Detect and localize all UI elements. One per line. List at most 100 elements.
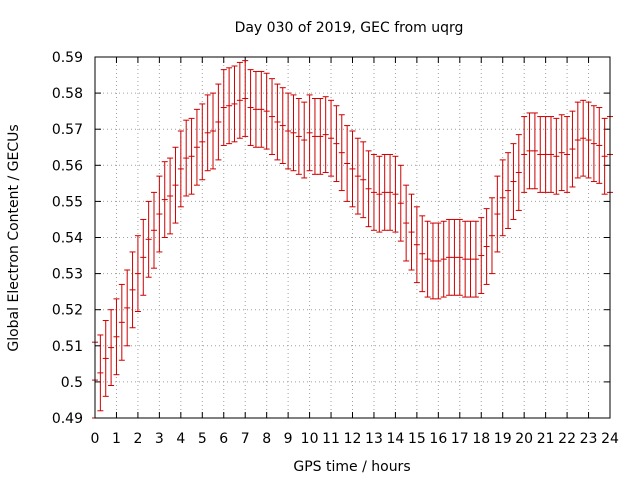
error-bar-point [440, 220, 447, 298]
error-bar-point [531, 112, 538, 190]
error-bar-point [274, 83, 281, 161]
error-bar-point [510, 143, 517, 220]
y-tick-label: 0.56 [52, 158, 83, 174]
error-bar-point [456, 218, 463, 296]
error-bar-point [306, 94, 313, 172]
error-bar-point [290, 94, 297, 172]
error-bar-point [102, 320, 109, 397]
x-tick-label: 14 [387, 431, 405, 447]
error-bar-point [140, 218, 147, 296]
data-layer [92, 60, 613, 419]
error-bar-point [145, 200, 152, 278]
error-bar-point [505, 152, 512, 229]
x-tick-label: 12 [344, 431, 362, 447]
error-bar-point [472, 220, 479, 298]
error-bar-point [344, 125, 351, 202]
error-bar-point [564, 116, 571, 193]
x-tick-label: 2 [133, 431, 142, 447]
error-bar-point [494, 175, 501, 253]
error-bar-point [161, 161, 168, 238]
x-tick-label: 17 [451, 431, 469, 447]
error-bar-point [279, 87, 286, 164]
y-tick-label: 0.5 [61, 375, 83, 391]
x-tick-label: 4 [176, 431, 185, 447]
error-bar-point [108, 309, 115, 387]
error-bar-point [488, 197, 495, 275]
error-bar-point [537, 116, 544, 193]
error-bar-point [134, 235, 141, 313]
error-bar-point [258, 70, 265, 148]
error-bar-point [172, 146, 179, 224]
error-bar-point [199, 103, 206, 181]
error-bar-point [397, 164, 404, 242]
error-bar-point [542, 116, 549, 193]
error-bar-point [365, 150, 372, 228]
x-tick-label: 9 [284, 431, 293, 447]
x-tick-label: 13 [365, 431, 383, 447]
error-bar-point [167, 157, 174, 235]
error-bar-point [381, 153, 388, 231]
error-bar-point [585, 101, 592, 179]
error-bar-point [596, 107, 603, 184]
error-bar-point [451, 218, 458, 296]
x-tick-label: 22 [558, 431, 576, 447]
x-tick-label: 11 [322, 431, 340, 447]
y-tick-label: 0.49 [52, 411, 83, 427]
error-bar-point [499, 159, 506, 237]
error-bar-point [210, 92, 217, 170]
error-bar-point [295, 98, 302, 175]
error-bar-point [574, 101, 581, 179]
error-bar-point [333, 105, 340, 183]
error-bar-point [370, 153, 377, 231]
error-bar-point [349, 130, 356, 208]
error-bar-point [446, 218, 453, 296]
error-bar-point [590, 105, 597, 183]
error-bar-point [263, 72, 270, 150]
x-tick-label: 1 [112, 431, 121, 447]
error-bar-point [547, 116, 554, 193]
x-tick-label: 3 [155, 431, 164, 447]
error-bar-point [569, 110, 576, 188]
error-bar-point [236, 61, 243, 139]
x-tick-label: 19 [494, 431, 512, 447]
error-bar-point [429, 222, 436, 300]
y-tick-label: 0.55 [52, 194, 83, 210]
error-bar-point [188, 117, 195, 195]
error-bar-point [151, 191, 158, 269]
series-gec [92, 60, 613, 419]
error-bar-point [408, 193, 415, 271]
label-layer: 0 1 2 3 4 5 6 7 8 9 10 11 12 13 14 15 16 17 18 19 20 21 22 23 24… [52, 50, 619, 447]
error-bar-point [413, 206, 420, 284]
grid-layer [95, 57, 610, 418]
x-tick-label: 16 [429, 431, 447, 447]
y-tick-label: 0.53 [52, 267, 83, 283]
x-tick-label: 15 [408, 431, 426, 447]
error-bar-point [376, 155, 383, 233]
y-tick-label: 0.58 [52, 86, 83, 102]
x-tick-label: 5 [198, 431, 207, 447]
error-bar-point [478, 217, 485, 294]
error-bar-point [403, 184, 410, 262]
error-bar-point [392, 155, 399, 233]
error-bar-point [462, 220, 469, 298]
y-tick-label: 0.59 [52, 50, 83, 66]
error-bar-point [317, 98, 324, 175]
error-bar-point [328, 99, 335, 177]
y-axis-label: Global Electron Content / GECUs [6, 124, 22, 351]
error-bar-point [215, 83, 222, 161]
error-bar-point [269, 78, 276, 155]
x-tick-label: 24 [601, 431, 619, 447]
error-bar-point [204, 94, 211, 172]
x-tick-label: 0 [91, 431, 100, 447]
error-bar-point [553, 117, 560, 195]
error-bar-point [226, 67, 233, 145]
error-bar-point [183, 119, 190, 197]
x-tick-label: 7 [241, 431, 250, 447]
error-bar-point [360, 141, 367, 219]
error-bar-point [247, 69, 254, 146]
y-tick-label: 0.52 [52, 303, 83, 319]
error-bar-point [515, 134, 522, 211]
error-bar-point [526, 112, 533, 190]
